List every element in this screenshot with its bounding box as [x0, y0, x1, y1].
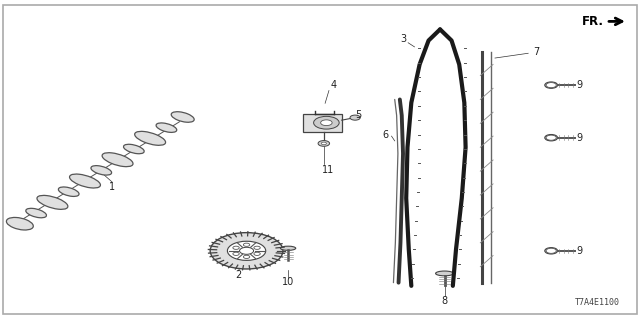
- Text: 9: 9: [576, 133, 582, 143]
- Text: 6: 6: [382, 130, 388, 140]
- Circle shape: [254, 246, 260, 249]
- Circle shape: [546, 248, 556, 253]
- Ellipse shape: [70, 174, 100, 188]
- Ellipse shape: [436, 271, 454, 276]
- Circle shape: [318, 140, 330, 146]
- Ellipse shape: [6, 218, 33, 230]
- Ellipse shape: [91, 166, 111, 175]
- Ellipse shape: [156, 123, 177, 132]
- Text: 8: 8: [442, 296, 447, 306]
- Circle shape: [314, 116, 339, 129]
- FancyBboxPatch shape: [303, 114, 342, 132]
- Text: 5: 5: [355, 110, 362, 120]
- Circle shape: [321, 120, 332, 125]
- Text: T7A4E1100: T7A4E1100: [575, 298, 620, 307]
- Ellipse shape: [58, 187, 79, 196]
- Circle shape: [254, 252, 260, 255]
- Circle shape: [239, 247, 253, 254]
- Text: 9: 9: [576, 80, 582, 90]
- Text: 11: 11: [321, 164, 334, 174]
- Circle shape: [243, 255, 250, 259]
- Text: 1: 1: [109, 182, 115, 192]
- Text: 2: 2: [235, 270, 241, 280]
- Circle shape: [546, 135, 556, 140]
- Ellipse shape: [545, 82, 557, 88]
- Text: 7: 7: [532, 47, 539, 57]
- Ellipse shape: [37, 196, 68, 209]
- Circle shape: [227, 241, 266, 260]
- Ellipse shape: [545, 134, 557, 141]
- Text: 3: 3: [400, 34, 406, 44]
- Circle shape: [233, 252, 239, 255]
- Ellipse shape: [280, 246, 296, 250]
- Text: FR.: FR.: [582, 15, 604, 28]
- Ellipse shape: [545, 248, 557, 254]
- Ellipse shape: [134, 131, 166, 145]
- Ellipse shape: [124, 144, 144, 154]
- Circle shape: [321, 142, 326, 145]
- Circle shape: [546, 83, 556, 88]
- Text: 9: 9: [576, 246, 582, 256]
- Ellipse shape: [102, 153, 133, 167]
- Text: 10: 10: [282, 277, 294, 287]
- Text: 4: 4: [331, 80, 337, 90]
- Ellipse shape: [172, 112, 194, 122]
- Circle shape: [210, 233, 283, 269]
- Circle shape: [350, 115, 360, 120]
- Circle shape: [233, 246, 239, 249]
- Ellipse shape: [26, 208, 47, 218]
- Circle shape: [243, 243, 250, 246]
